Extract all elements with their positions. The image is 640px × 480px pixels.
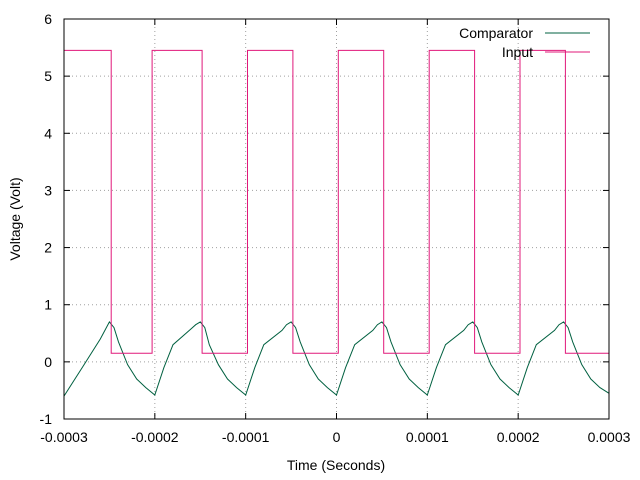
y-axis-label: Voltage (Volt) <box>7 177 23 260</box>
series-layer <box>63 49 610 397</box>
x-axis-label: Time (Seconds) <box>287 457 385 473</box>
legend-label-comparator: Comparator <box>459 25 533 41</box>
y-tick-label: 6 <box>44 11 52 27</box>
x-tick-label: 0.0002 <box>497 429 540 445</box>
y-tick-label: 1 <box>44 297 52 313</box>
y-tick-label: 5 <box>44 68 52 84</box>
series-line-input <box>64 49 609 354</box>
series-line-comparator <box>63 320 610 397</box>
y-tick-label: -1 <box>40 411 53 427</box>
x-tick-label: 0.0001 <box>406 429 449 445</box>
y-tick-label: 2 <box>44 240 52 256</box>
legend-label-input: Input <box>502 44 533 60</box>
x-tick-label: 0.0003 <box>588 429 631 445</box>
ticks-layer: -0.0003 -0.0002 -0.0001 0 0.0001 0.0002 0.0003… <box>40 11 631 445</box>
y-tick-label: 3 <box>44 182 52 198</box>
grid-layer <box>64 19 609 419</box>
x-tick-label: -0.0002 <box>131 429 179 445</box>
y-tick-label: 0 <box>44 354 52 370</box>
y-tick-label: 4 <box>44 125 52 141</box>
x-tick-label: -0.0001 <box>222 429 270 445</box>
legend: Comparator Input <box>459 25 590 60</box>
x-tick-label: -0.0003 <box>40 429 88 445</box>
x-tick-label: 0 <box>333 429 341 445</box>
